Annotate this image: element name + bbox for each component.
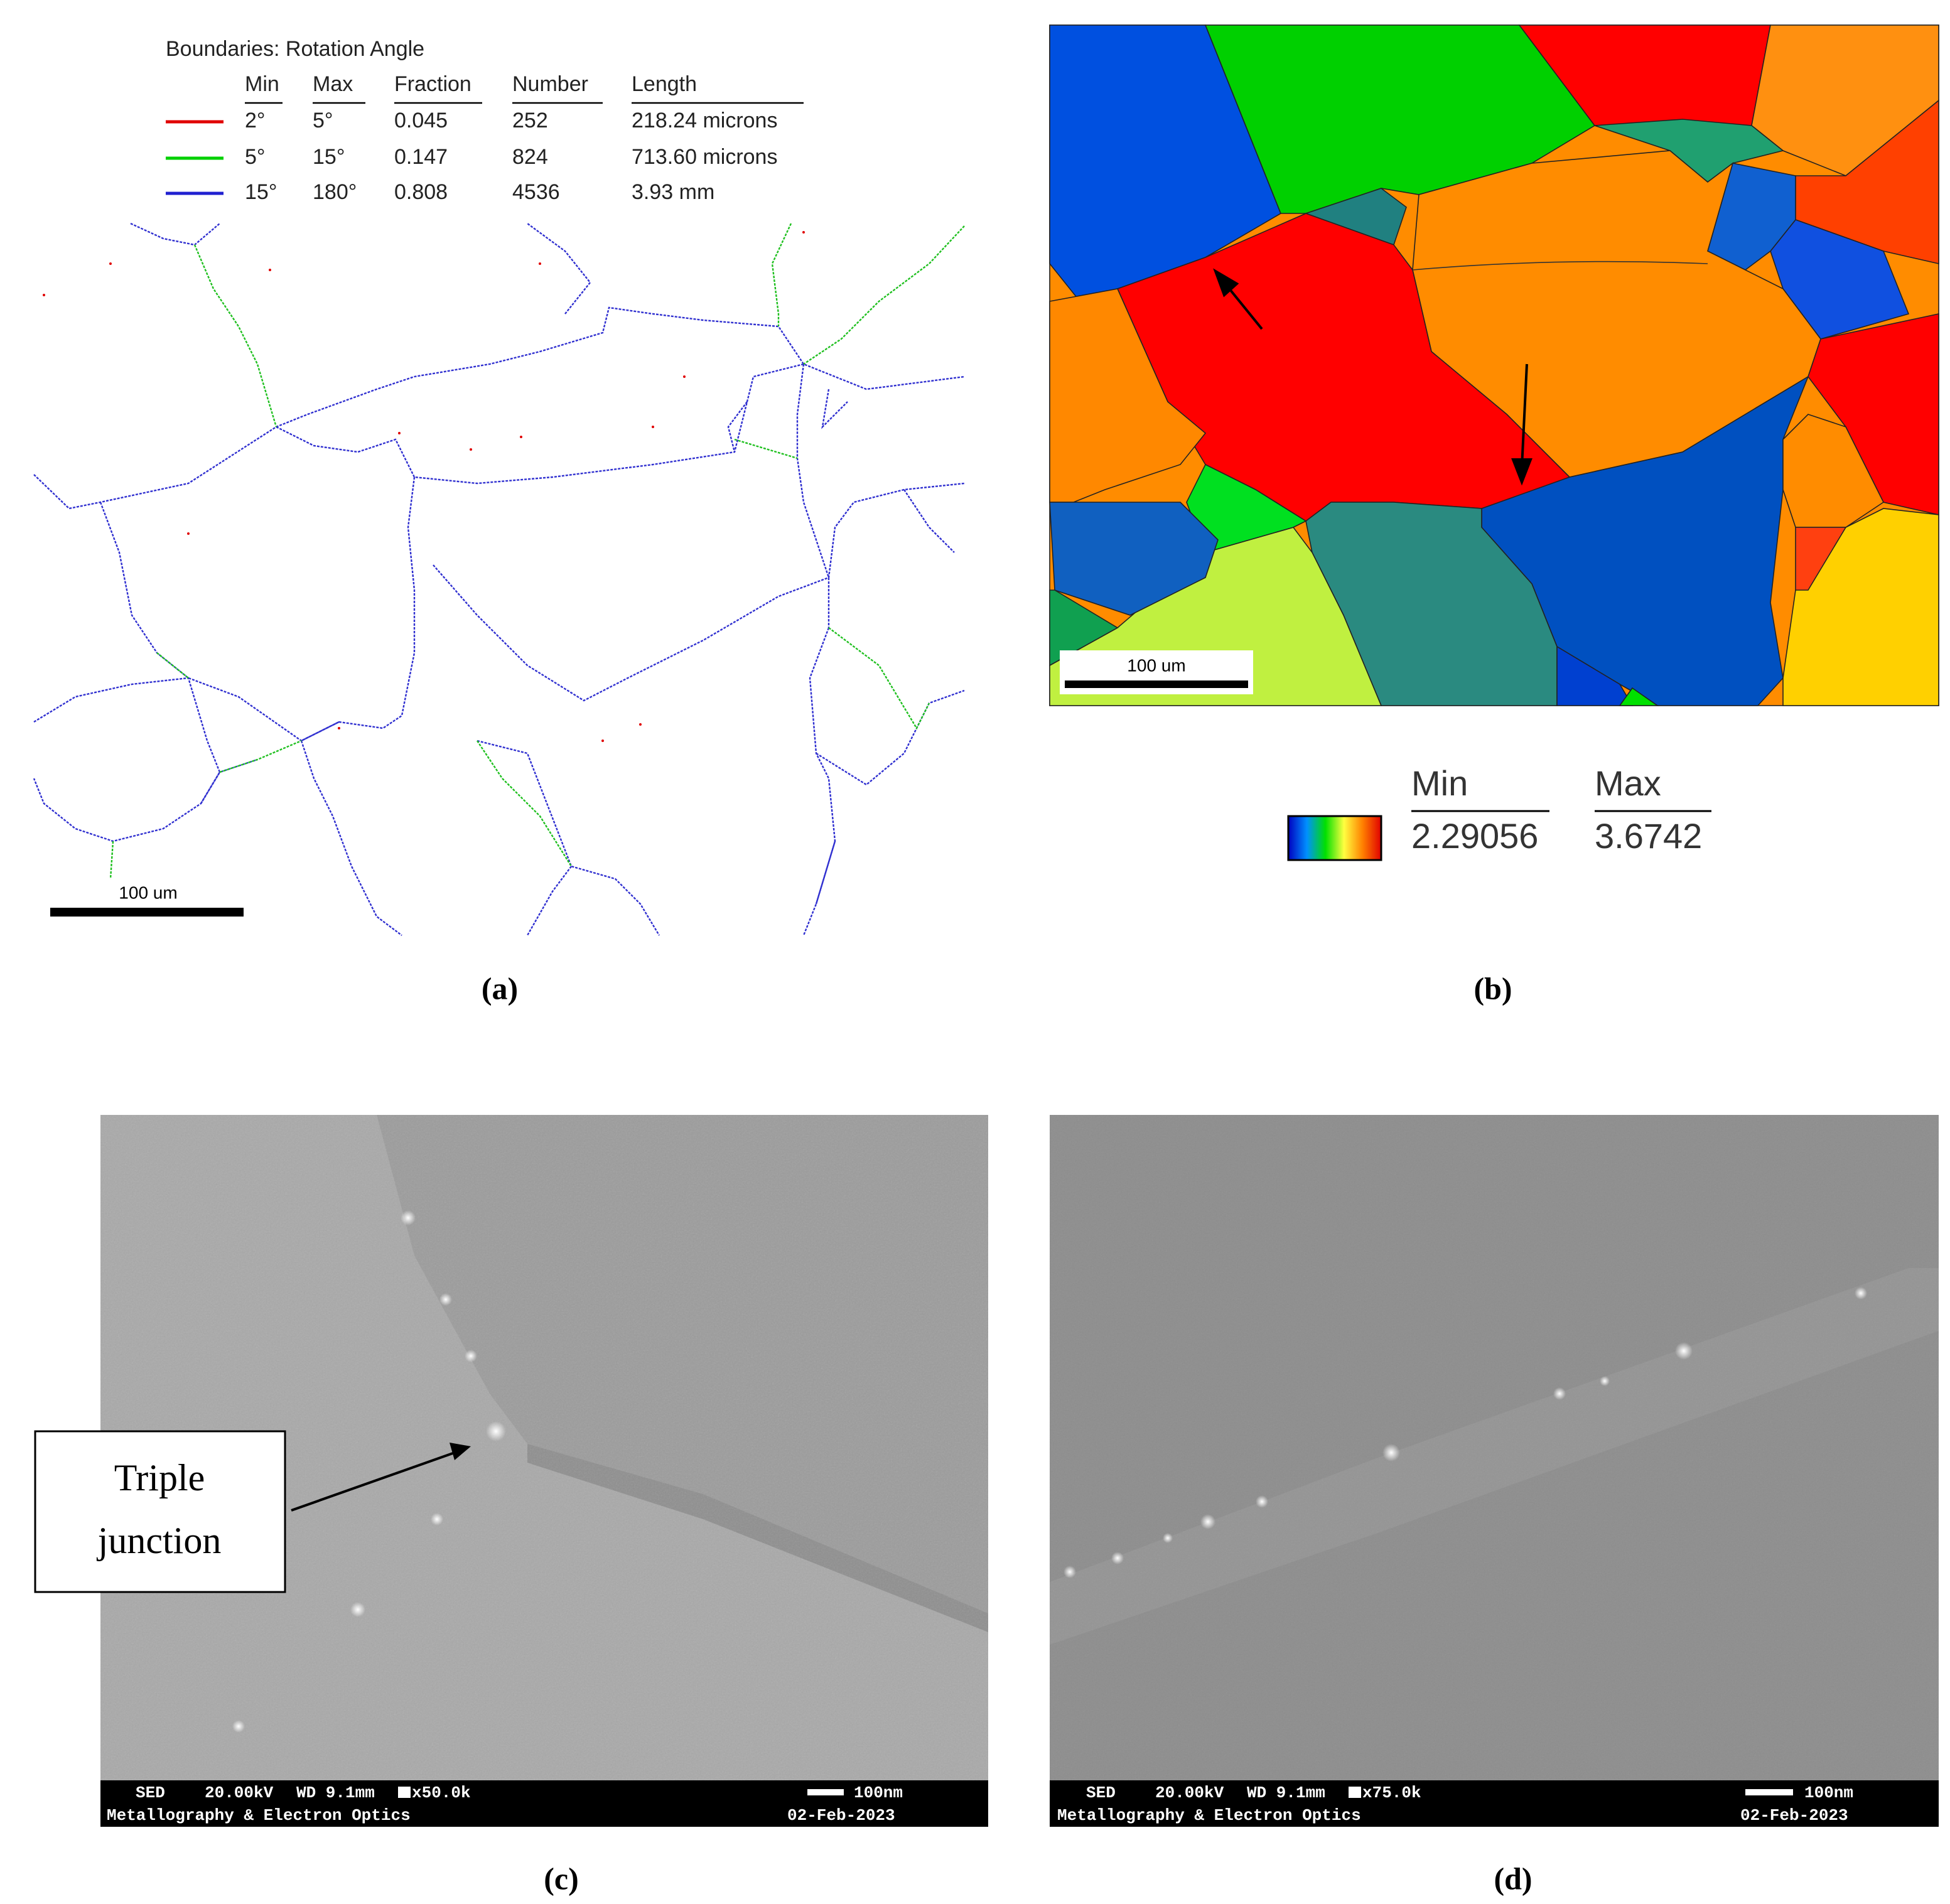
arrows xyxy=(1213,268,1533,486)
panel-label: (c) xyxy=(544,1861,579,1896)
grain-map xyxy=(1049,24,1939,706)
precipitates xyxy=(232,1210,506,1733)
legend-title: Boundaries: Rotation Angle xyxy=(166,37,424,61)
legend-cell: 5° xyxy=(245,145,266,169)
scale-bar-label: 100 um xyxy=(119,883,177,902)
legend-cell: 5° xyxy=(313,109,333,132)
panel-label: (b) xyxy=(1473,971,1512,1006)
annotation-line: Triple xyxy=(114,1457,205,1498)
high-angle-boundaries xyxy=(33,222,965,936)
scale-label: 100nm xyxy=(854,1783,903,1802)
date: 02-Feb-2023 xyxy=(787,1806,895,1825)
magnification: x50.0k xyxy=(412,1783,471,1802)
low-angle-points xyxy=(43,231,805,742)
legend-cell: 15° xyxy=(313,145,345,169)
legend-cell: 2° xyxy=(245,109,266,132)
panel-b: 100 um Min 2.29056 Max 3.6742 (b) xyxy=(1049,24,1939,1006)
voltage: 20.00kV xyxy=(205,1783,274,1802)
legend-cell: 4536 xyxy=(512,180,560,204)
colorbar xyxy=(1287,815,1382,861)
panel-label: (a) xyxy=(482,971,518,1006)
legend-header: Min xyxy=(245,72,279,96)
panel-c: SED 20.00kV WD 9.1mm x50.0k 100nm Metall… xyxy=(34,1115,988,1896)
scale-bar xyxy=(50,908,244,917)
scale-bar xyxy=(1745,1789,1793,1795)
panel-a: Boundaries: Rotation Angle Min Max Fractio… xyxy=(33,37,965,1006)
colorbar-max-value: 3.6742 xyxy=(1595,816,1702,856)
scale-bar xyxy=(807,1789,844,1795)
arrow-head xyxy=(450,1443,471,1460)
legend-cell: 0.045 xyxy=(394,109,448,132)
detector: SED xyxy=(136,1783,165,1802)
legend-cell: 824 xyxy=(512,145,548,169)
info-text: SED 20.00kV WD 9.1mm x75.0k 100nm Metall… xyxy=(1057,1783,1853,1825)
legend-cell: 180° xyxy=(313,180,357,204)
annotation-box xyxy=(34,1430,286,1593)
colorbar-max-header: Max xyxy=(1595,763,1661,803)
legend-cell: 0.147 xyxy=(394,145,448,169)
precipitates xyxy=(1064,1287,1867,1578)
boundary-map xyxy=(33,222,965,936)
legend-cell: 0.808 xyxy=(394,180,448,204)
legend-cell: 713.60 microns xyxy=(632,145,777,169)
info-text: SED 20.00kV WD 9.1mm x50.0k 100nm Metall… xyxy=(107,1783,903,1825)
annotation-arrow xyxy=(291,1451,455,1512)
legend-rows: 2° 5° 0.045 252 218.24 microns 5° 15° 0.147 824 7… xyxy=(245,109,777,204)
voltage: 20.00kV xyxy=(1155,1783,1224,1802)
legend-header: Length xyxy=(632,72,697,96)
working-distance: WD 9.1mm xyxy=(296,1783,375,1802)
date: 02-Feb-2023 xyxy=(1740,1806,1848,1825)
detector: SED xyxy=(1086,1783,1116,1802)
scale-bar-label: 100 um xyxy=(1127,655,1185,675)
scale-label: 100nm xyxy=(1804,1783,1853,1802)
info-bar xyxy=(100,1780,988,1827)
legend-header: Max xyxy=(313,72,353,96)
lab-name: Metallography & Electron Optics xyxy=(107,1806,411,1825)
colorbar-min-header: Min xyxy=(1411,763,1468,803)
legend-cell: 218.24 microns xyxy=(632,109,777,132)
working-distance: WD 9.1mm xyxy=(1247,1783,1325,1802)
legend-cell: 15° xyxy=(245,180,277,204)
legend-headers: Min Max Fraction Number Length xyxy=(245,72,804,104)
annotation-line: junction xyxy=(97,1520,222,1561)
panel-d: SED 20.00kV WD 9.1mm x75.0k 100nm Metall… xyxy=(1050,1115,1939,1896)
magnification: x75.0k xyxy=(1362,1783,1421,1802)
legend-header: Number xyxy=(512,72,588,96)
camera-icon xyxy=(1349,1787,1361,1798)
legend-cell: 3.93 mm xyxy=(632,180,714,204)
legend-cell: 252 xyxy=(512,109,548,132)
lab-name: Metallography & Electron Optics xyxy=(1057,1806,1361,1825)
scale-bar xyxy=(1065,680,1248,688)
sem-texture xyxy=(1050,1115,1939,1780)
colorbar-min-value: 2.29056 xyxy=(1411,816,1538,856)
camera-icon xyxy=(398,1787,411,1798)
legend-header: Fraction xyxy=(394,72,471,96)
info-bar xyxy=(1050,1780,1939,1827)
medium-angle-boundaries xyxy=(109,223,965,879)
panel-label: (d) xyxy=(1494,1861,1532,1896)
